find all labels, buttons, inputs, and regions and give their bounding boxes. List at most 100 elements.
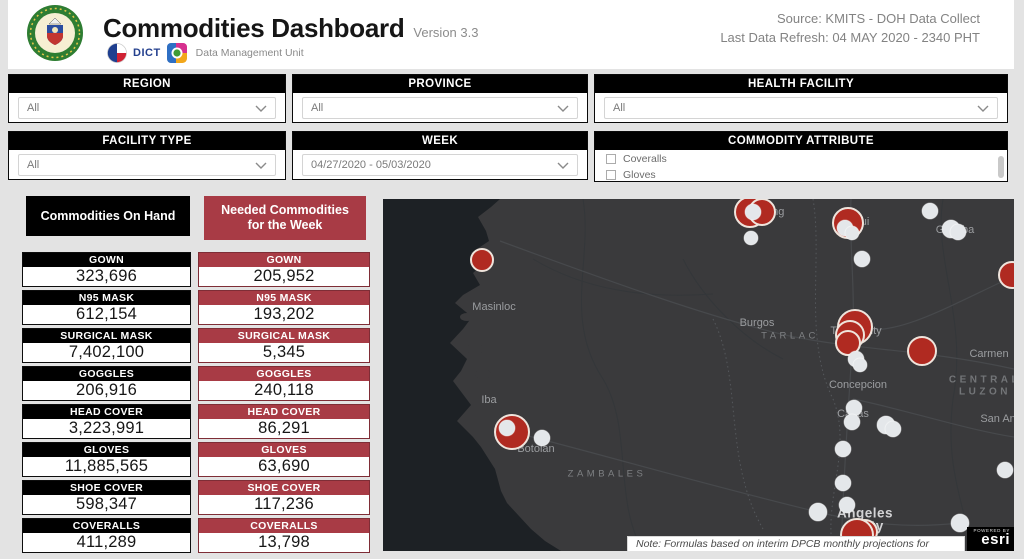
commodity-option-row[interactable]: Gloves	[606, 168, 1007, 182]
kpi-label: GLOVES	[199, 443, 369, 457]
map-label-carmen: Carmen	[969, 348, 1009, 360]
page-title: Commodities Dashboard Version 3.3	[103, 13, 479, 43]
checkbox-icon[interactable]	[606, 154, 616, 164]
province-dropdown[interactable]: All	[302, 97, 578, 119]
map-label-iba: Iba	[481, 394, 497, 406]
needed-kpi-card[interactable]: N95 MASK 193,202	[198, 290, 370, 325]
map-label-city: City	[856, 518, 884, 534]
commodity-attribute-list: Coveralls Gloves	[595, 152, 1007, 181]
needed-kpi-card[interactable]: GLOVES 63,690	[198, 442, 370, 477]
filter-card-week: WEEK 04/27/2020 - 05/03/2020	[292, 131, 588, 180]
esri-attribution: POWERED BY esri	[967, 527, 1014, 551]
refresh-line: Last Data Refresh: 04 MAY 2020 - 2340 PH…	[720, 30, 980, 45]
map-label-luzon: LUZON	[959, 386, 1011, 398]
needed-kpi-card[interactable]: GOWN 205,952	[198, 252, 370, 287]
filter-title-province: PROVINCE	[293, 75, 587, 93]
kpi-value: 63,690	[258, 457, 310, 475]
data-source-info: Source: KMITS - DOH Data Collect Last Da…	[720, 9, 980, 47]
map-label-zambales: ZAMBALES	[567, 468, 647, 480]
health-facility-dropdown[interactable]: All	[604, 97, 998, 119]
filter-card-province: PROVINCE All	[292, 74, 588, 123]
commodity-option-row[interactable]: Coveralls	[606, 152, 1007, 166]
kpi-value: 7,402,100	[68, 343, 145, 361]
kpi-label: GOGGLES	[23, 367, 190, 381]
facility-type-dropdown[interactable]: All	[18, 154, 276, 176]
doh-seal-logo	[27, 5, 83, 61]
on-hand-kpi-column: GOWN 323,696 N95 MASK 612,154 SURGICAL M…	[22, 252, 191, 553]
week-dropdown[interactable]: 04/27/2020 - 05/03/2020	[302, 154, 578, 176]
map-label-camiling: Camiling	[741, 206, 785, 218]
map-label-burgos: Burgos	[739, 317, 775, 329]
on-hand-kpi-card[interactable]: GLOVES 11,885,565	[22, 442, 191, 477]
on-hand-kpi-card[interactable]: SURGICAL MASK 7,402,100	[22, 328, 191, 363]
kpi-value: 206,916	[75, 381, 138, 399]
filter-card-facility-type: FACILITY TYPE All	[8, 131, 286, 180]
region-dropdown[interactable]: All	[18, 97, 276, 119]
scrollbar-thumb[interactable]	[998, 156, 1004, 178]
kpi-label: GLOVES	[23, 443, 190, 457]
on-hand-kpi-card[interactable]: HEAD COVER 3,223,991	[22, 404, 191, 439]
map-label-san-antonio: San Antonio	[980, 413, 1014, 425]
map-label-capas: Capas	[837, 408, 869, 420]
on-hand-kpi-card[interactable]: GOWN 323,696	[22, 252, 191, 287]
kpi-value: 598,347	[75, 495, 138, 513]
needed-kpi-card[interactable]: GOGGLES 240,118	[198, 366, 370, 401]
dict-logo	[107, 43, 127, 63]
chevron-down-icon	[255, 162, 267, 169]
needed-kpi-card[interactable]: SHOE COVER 117,236	[198, 480, 370, 515]
dict-wordmark: DICT	[133, 47, 161, 59]
on-hand-column-header: Commodities On Hand	[26, 196, 190, 236]
on-hand-kpi-card[interactable]: GOGGLES 206,916	[22, 366, 191, 401]
commodity-option-label: Coveralls	[623, 153, 667, 165]
map-label-guimba: Guimba	[935, 224, 975, 236]
commodity-option-label: Gloves	[623, 169, 656, 181]
on-hand-kpi-card[interactable]: N95 MASK 612,154	[22, 290, 191, 325]
kpi-value: 11,885,565	[64, 457, 149, 475]
filter-title-health-facility: HEALTH FACILITY	[595, 75, 1007, 93]
filter-title-week: WEEK	[293, 132, 587, 150]
kpi-value: 612,154	[75, 305, 138, 323]
kpi-value: 117,236	[254, 495, 314, 513]
chevron-down-icon	[977, 105, 989, 112]
kpi-label: COVERALLS	[23, 519, 190, 533]
source-line: Source: KMITS - DOH Data Collect	[777, 11, 980, 26]
on-hand-kpi-card[interactable]: SHOE COVER 598,347	[22, 480, 191, 515]
filter-title-commodity-attribute: COMMODITY ATTRIBUTE	[595, 132, 1007, 150]
powered-by-label: POWERED BY	[973, 528, 1010, 533]
kpi-label: COVERALLS	[199, 519, 369, 533]
needed-kpi-card[interactable]: HEAD COVER 86,291	[198, 404, 370, 439]
kpi-label: N95 MASK	[199, 291, 369, 305]
needed-kpi-column: GOWN 205,952 N95 MASK 193,202 SURGICAL M…	[198, 252, 370, 553]
kpi-value: 193,202	[253, 305, 315, 323]
facility-map[interactable]: Camiling Paniqui Guimba Masinloc Burgos TARLA…	[383, 199, 1014, 551]
map-label-tarlac-city: Tarlac City	[830, 325, 882, 337]
kpi-value: 323,696	[75, 267, 138, 285]
kpi-value: 86,291	[258, 419, 310, 437]
facility-type-value: All	[27, 159, 40, 171]
map-label-central: CENTRAL	[948, 374, 1014, 386]
kpi-value: 205,952	[253, 267, 315, 285]
kpi-label: SHOE COVER	[199, 481, 369, 495]
kpi-label: GOGGLES	[199, 367, 369, 381]
checkbox-icon[interactable]	[606, 170, 616, 180]
chevron-down-icon	[557, 105, 569, 112]
province-value: All	[311, 102, 324, 114]
kpi-label: SHOE COVER	[23, 481, 190, 495]
needed-kpi-card[interactable]: SURGICAL MASK 5,345	[198, 328, 370, 363]
map-label-paniqui: Paniqui	[832, 216, 870, 228]
chevron-down-icon	[255, 105, 267, 112]
kpi-label: SURGICAL MASK	[23, 329, 190, 343]
filter-title-facility-type: FACILITY TYPE	[9, 132, 285, 150]
filter-card-commodity-attribute: COMMODITY ATTRIBUTE Coveralls Gloves	[594, 131, 1008, 182]
kpi-label: N95 MASK	[23, 291, 190, 305]
map-label-botolan: Botolan	[517, 443, 555, 455]
needed-kpi-card[interactable]: COVERALLS 13,798	[198, 518, 370, 553]
kpi-label: SURGICAL MASK	[199, 329, 369, 343]
kpi-value: 13,798	[258, 533, 310, 551]
on-hand-kpi-card[interactable]: COVERALLS 411,289	[22, 518, 191, 553]
kpi-label: GOWN	[23, 253, 190, 267]
health-facility-value: All	[613, 102, 626, 114]
region-value: All	[27, 102, 40, 114]
map-label-tarlac: TARLAC	[761, 330, 819, 342]
header-bar: Commodities Dashboard Version 3.3 DICT Da…	[8, 0, 1014, 69]
